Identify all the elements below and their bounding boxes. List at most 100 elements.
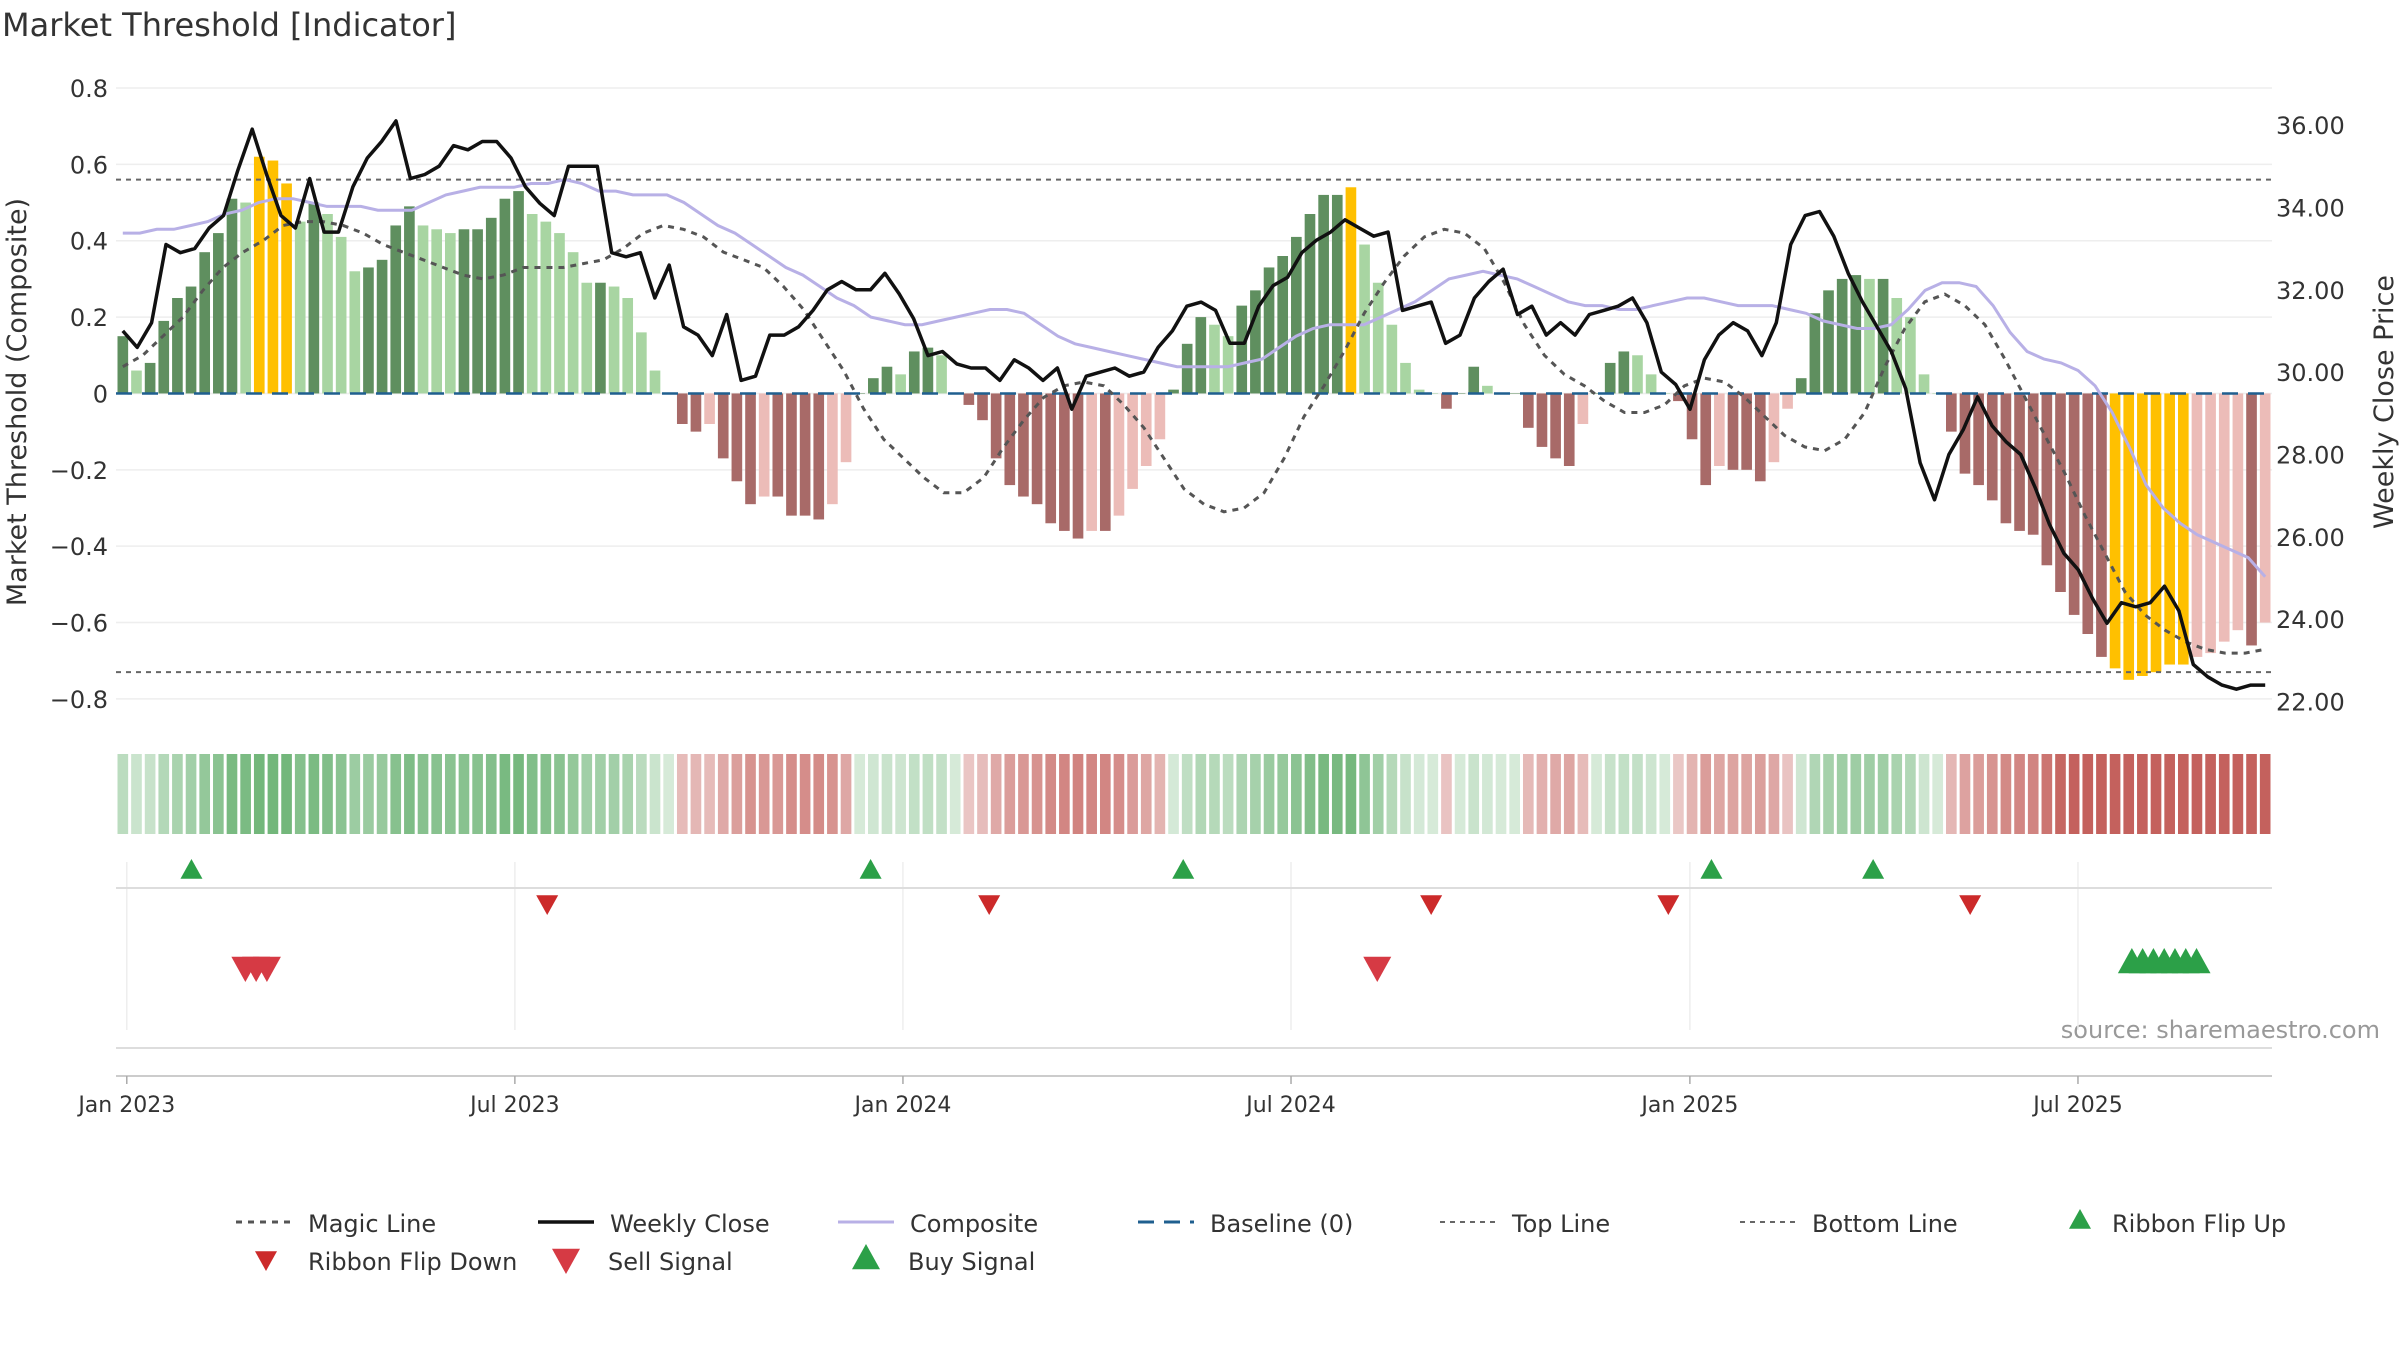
ribbon-cell — [1018, 754, 1029, 834]
ribbon-cell — [1345, 754, 1357, 834]
legend-item: Ribbon Flip Down — [308, 1248, 517, 1276]
composite-bar — [2177, 393, 2189, 665]
composite-bar — [1673, 393, 1684, 402]
ribbon-cell — [1823, 754, 1834, 834]
sell-signal-marker — [1363, 956, 1392, 982]
composite-bar — [1113, 393, 1125, 516]
ribbon-cell — [1959, 754, 1971, 834]
ribbon-cell — [1618, 754, 1630, 834]
composite-bar — [1809, 313, 1821, 394]
ribbon-cell — [1495, 754, 1507, 834]
ribbon-cell — [827, 754, 838, 834]
ribbon-cell — [117, 754, 129, 834]
y-tick-label: 0.8 — [70, 75, 108, 103]
ribbon-cell — [1386, 754, 1398, 834]
ribbon-cell — [1986, 754, 1998, 834]
composite-bar — [1168, 389, 1179, 394]
composite-bar — [240, 202, 251, 394]
ribbon-cell — [608, 754, 620, 834]
ribbon-cell — [704, 754, 715, 834]
composite-bar — [840, 393, 852, 463]
composite-bar — [322, 214, 333, 394]
ribbon-cell — [1304, 754, 1316, 834]
x-tick-label: Jul 2023 — [468, 1093, 560, 1118]
ribbon-cell — [281, 754, 292, 834]
ribbon-cell — [1809, 754, 1821, 834]
ribbon-flip-down-marker — [1959, 895, 1982, 915]
ribbon-cell — [499, 754, 511, 834]
composite-bar — [158, 320, 170, 394]
ribbon-cell — [2191, 754, 2203, 834]
ribbon-cell — [676, 754, 688, 834]
signals-layer — [116, 859, 2272, 1274]
composite-bar — [458, 229, 470, 394]
ribbon-cell — [1468, 754, 1480, 834]
composite-bar — [567, 252, 579, 394]
legend-item: Top Line — [1440, 1210, 1610, 1238]
ribbon-cell — [349, 754, 361, 834]
ribbon-cell — [854, 754, 866, 834]
composite-bar — [1577, 393, 1589, 424]
ribbon-cell — [799, 754, 811, 834]
composite-bar — [172, 298, 183, 394]
ribbon-cell — [1836, 754, 1848, 834]
ribbon-cell — [513, 754, 524, 834]
composite-bar — [1154, 393, 1166, 440]
ribbon-cell — [1291, 754, 1302, 834]
y2-tick-label: 30.00 — [2276, 359, 2345, 387]
legend-label: Weekly Close — [610, 1210, 770, 1238]
composite-bar — [1604, 362, 1616, 394]
sell-signal-marker — [252, 956, 281, 982]
y2-tick-label: 28.00 — [2276, 441, 2345, 469]
ribbon-cell — [363, 754, 374, 834]
ribbon-cell — [2068, 754, 2080, 834]
composite-bar — [1550, 393, 1561, 459]
composite-bar — [2123, 393, 2135, 680]
composite-bar — [1031, 393, 1043, 505]
y-tick-label: 0.2 — [70, 304, 108, 332]
y2-axis-label: Weekly Close Price — [2369, 275, 2400, 529]
ribbon-cell — [731, 754, 743, 834]
composite-bar — [1509, 393, 1520, 394]
composite-bar — [1072, 393, 1084, 539]
composite-bar — [608, 286, 620, 394]
ribbon-cell — [540, 754, 552, 834]
ribbon-cell — [936, 754, 947, 834]
composite-bar — [1645, 374, 1657, 394]
ribbon-cell — [1045, 754, 1057, 834]
ribbon-cell — [772, 754, 784, 834]
composite-bar — [1782, 393, 1793, 409]
composite-bar — [513, 191, 524, 394]
legend-swatch-sell — [552, 1248, 580, 1274]
ribbon-cell — [813, 754, 825, 834]
ribbon-cell — [1673, 754, 1684, 834]
ribbon-cell — [1222, 754, 1234, 834]
ribbon-cell — [1372, 754, 1384, 834]
ribbon-cell — [335, 754, 347, 834]
composite-bar — [2109, 393, 2121, 669]
ribbon-cell — [1031, 754, 1043, 834]
composite-bar — [799, 393, 811, 516]
composite-bar — [1891, 298, 1903, 394]
composite-bar — [1973, 393, 1984, 486]
composite-bar — [1741, 393, 1752, 470]
lines-layer — [116, 119, 2272, 691]
composite-bar — [1591, 393, 1602, 394]
composite-bar — [786, 393, 797, 516]
ribbon-cell — [1427, 754, 1439, 834]
composite-bar — [908, 351, 920, 394]
ribbon-cell — [1236, 754, 1248, 834]
composite-bar — [117, 336, 129, 394]
ribbon-cell — [158, 754, 170, 834]
ribbon-cell — [1591, 754, 1602, 834]
legend-label: Baseline (0) — [1210, 1210, 1353, 1238]
composite-bar — [1018, 393, 1029, 497]
composite-bar — [499, 198, 511, 394]
y-tick-label: −0.6 — [50, 610, 108, 638]
composite-bar — [1700, 393, 1712, 486]
composite-bar — [676, 393, 688, 424]
ribbon-cell — [199, 754, 211, 834]
composite-bar — [990, 393, 1002, 459]
ribbon-flip-up-marker — [859, 859, 882, 879]
composite-bar — [581, 282, 593, 394]
